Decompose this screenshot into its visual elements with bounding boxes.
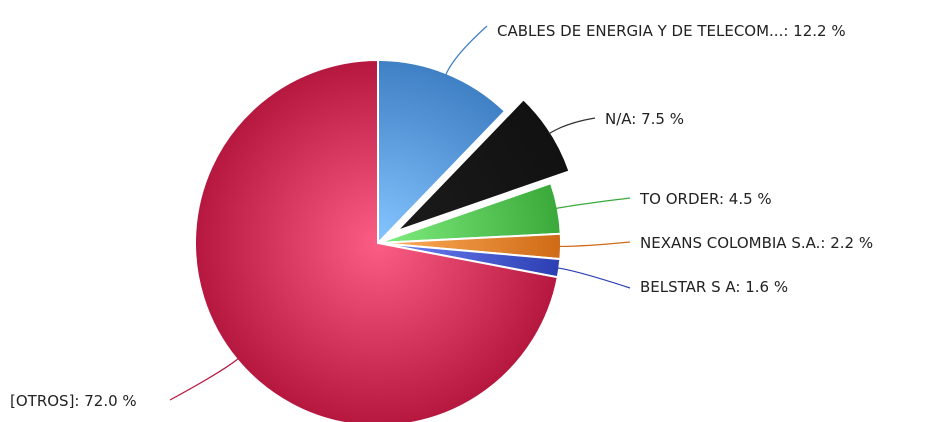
slice-label-3: TO ORDER: 4.5 % <box>639 190 772 208</box>
slice-label-6: [OTROS]: 72.0 % <box>10 392 137 410</box>
slice-label-4: NEXANS COLOMBIA S.A.: 2.2 % <box>640 234 873 252</box>
slice-label-2: N/A: 7.5 % <box>605 110 684 128</box>
leader-line-6 <box>169 357 239 401</box>
slice-label-5: BELSTAR S A: 1.6 % <box>640 278 788 296</box>
slice-label-1: CABLES DE ENERGIA Y DE TELECOM...: 12.2 … <box>497 22 846 40</box>
leader-line-1 <box>445 25 488 76</box>
leader-line-4 <box>558 241 631 248</box>
leader-line-5 <box>557 267 631 289</box>
leader-line-3 <box>555 197 631 210</box>
leader-line-2 <box>548 117 596 135</box>
